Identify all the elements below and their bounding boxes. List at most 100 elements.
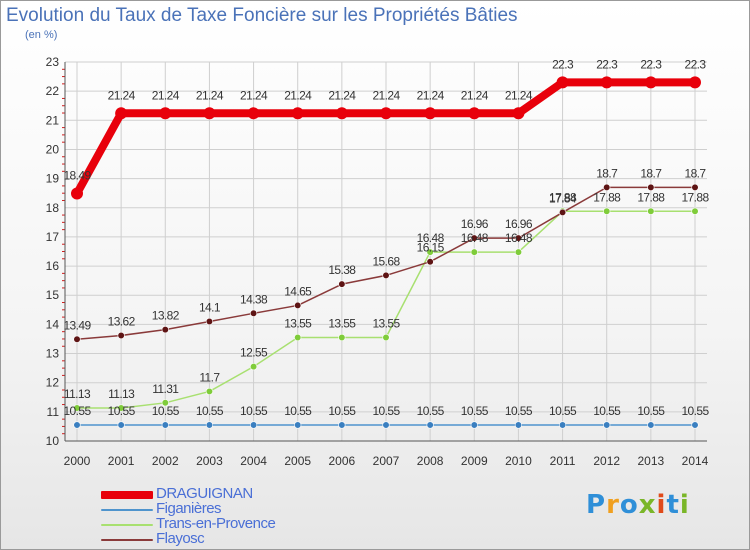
point-figani-res: [603, 421, 611, 429]
proxiti-logo: Proxiti: [586, 490, 690, 520]
point-trans-en-provence: [117, 404, 125, 412]
legend-swatch: [101, 509, 153, 511]
legend-label: Figanières: [156, 500, 222, 517]
point-flayosc: [205, 317, 214, 326]
data-label-flayosc: 17.84: [549, 191, 577, 205]
point-trans-en-provence: [294, 333, 302, 342]
point-draguignan: [512, 107, 525, 120]
logo-letter: i: [656, 490, 667, 520]
point-figani-res: [647, 421, 655, 429]
data-label-figani-res: 10.55: [549, 404, 577, 418]
point-draguignan: [644, 76, 657, 89]
point-flayosc: [603, 183, 611, 191]
y-tick-label: 13: [46, 347, 60, 361]
point-figani-res: [205, 421, 214, 429]
point-figani-res: [426, 421, 434, 429]
point-figani-res: [338, 421, 346, 429]
data-label-draguignan: 21.24: [328, 88, 356, 102]
x-tick-label: 2011: [550, 454, 576, 468]
point-trans-en-provence: [249, 363, 258, 371]
data-label-figani-res: 10.55: [505, 404, 533, 418]
data-label-flayosc: 13.62: [108, 314, 136, 328]
legend-label: DRAGUIGNAN: [156, 485, 253, 502]
x-tick-label: 2012: [593, 454, 620, 468]
data-label-flayosc: 14.65: [284, 284, 312, 298]
point-flayosc: [73, 335, 81, 343]
data-label-figani-res: 10.55: [593, 404, 621, 418]
x-tick-label: 2010: [505, 454, 532, 468]
x-tick-label: 2007: [373, 454, 400, 468]
x-tick-label: 2006: [329, 454, 356, 468]
data-label-draguignan: 21.24: [505, 88, 533, 102]
data-label-figani-res: 10.55: [637, 404, 665, 418]
x-tick-label: 2005: [284, 454, 311, 468]
x-tick-label: 2003: [196, 454, 223, 468]
point-flayosc: [161, 326, 169, 334]
data-label-draguignan: 21.24: [372, 88, 400, 102]
point-figani-res: [249, 421, 258, 429]
y-tick-label: 16: [46, 259, 60, 273]
data-label-draguignan: 22.3: [596, 57, 618, 71]
point-draguignan: [159, 107, 172, 120]
data-label-draguignan: 21.24: [108, 88, 136, 102]
y-tick-label: 22: [46, 84, 60, 98]
point-draguignan: [335, 107, 348, 120]
point-draguignan: [556, 76, 569, 89]
logo-letter: i: [679, 490, 690, 520]
point-draguignan: [380, 107, 392, 120]
data-label-draguignan: 22.3: [552, 57, 574, 71]
point-trans-en-provence: [382, 333, 390, 342]
point-trans-en-provence: [338, 333, 346, 342]
point-flayosc: [294, 301, 302, 310]
data-label-trans-en-provence: 16.48: [505, 231, 533, 245]
data-label-flayosc: 13.49: [63, 318, 91, 332]
data-label-flayosc: 18.7: [640, 166, 662, 180]
point-draguignan: [203, 107, 216, 120]
legend-swatch: [101, 491, 153, 499]
y-tick-label: 17: [46, 230, 60, 244]
logo-letter: t: [666, 490, 680, 520]
point-trans-en-provence: [205, 387, 214, 396]
x-tick-label: 2009: [461, 454, 488, 468]
legend-swatch: [101, 539, 153, 541]
point-flayosc: [691, 183, 699, 191]
y-tick-label: 20: [46, 142, 60, 156]
logo-letter: x: [638, 490, 657, 520]
data-label-figani-res: 10.55: [240, 404, 268, 418]
chart-subtitle: (en %): [25, 29, 58, 41]
point-flayosc: [470, 234, 478, 242]
logo-letter: o: [619, 490, 639, 520]
y-tick-label: 14: [46, 317, 60, 331]
y-tick-label: 19: [46, 172, 60, 186]
legend-swatch: [101, 524, 153, 526]
y-tick-label: 10: [46, 434, 60, 448]
y-tick-label: 12: [46, 376, 60, 390]
point-draguignan: [424, 107, 437, 120]
data-label-figani-res: 10.55: [328, 404, 356, 418]
point-trans-en-provence: [73, 404, 81, 412]
point-flayosc: [338, 280, 346, 288]
data-label-figani-res: 10.55: [681, 404, 709, 418]
legend-label: Trans-en-Provence: [156, 515, 276, 532]
grid: [65, 61, 707, 442]
point-trans-en-provence: [470, 248, 478, 256]
data-label-flayosc: 16.96: [505, 217, 533, 231]
axes: 10 11 12 13 14 15 16 17 18 19 20 21 22 23 2000 2001 2002…: [46, 55, 709, 468]
data-label-flayosc: 15.68: [372, 254, 400, 268]
x-tick-label: 2008: [417, 454, 444, 468]
data-label-draguignan: 22.3: [685, 57, 707, 71]
data-label-trans-en-provence: 11.13: [108, 387, 135, 401]
point-figani-res: [691, 421, 699, 429]
point-draguignan: [71, 187, 83, 200]
data-label-figani-res: 10.55: [417, 404, 445, 418]
data-label-trans-en-provence: 11.31: [152, 382, 179, 396]
point-flayosc: [117, 331, 125, 340]
data-label-flayosc: 16.96: [461, 217, 489, 231]
y-tick-label: 11: [47, 405, 60, 419]
data-label-flayosc: 16.15: [417, 241, 445, 255]
point-figani-res: [161, 421, 169, 429]
x-tick-label: 2013: [638, 454, 665, 468]
point-figani-res: [73, 421, 81, 429]
data-label-trans-en-provence: 11.13: [64, 387, 91, 401]
